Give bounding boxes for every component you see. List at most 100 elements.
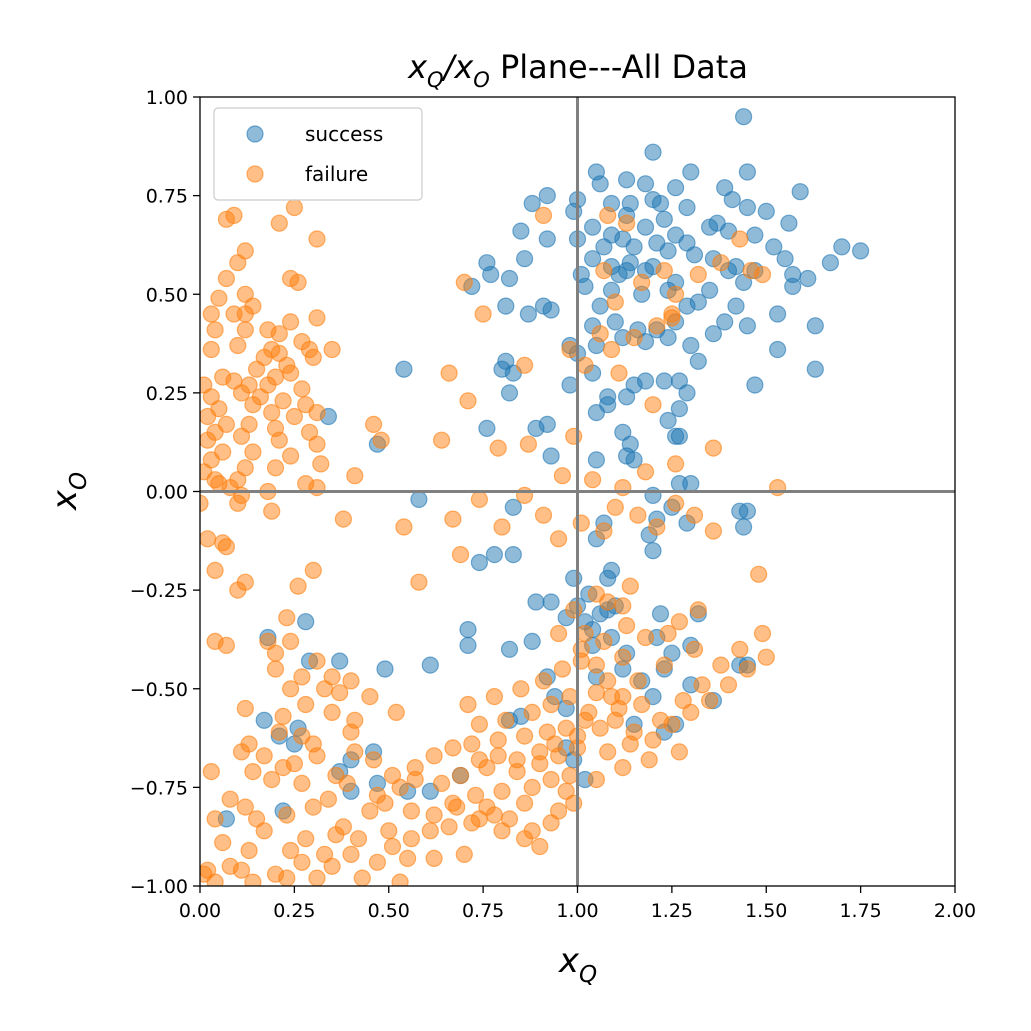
failure-point: [640, 751, 658, 769]
legend: success failure: [213, 107, 423, 201]
failure-point: [293, 668, 311, 686]
failure-point: [282, 313, 300, 331]
failure-point: [346, 467, 364, 485]
failure-point: [580, 703, 598, 722]
failure-point: [689, 601, 707, 619]
success-point: [659, 411, 677, 430]
success-point: [515, 250, 534, 268]
failure-point: [200, 530, 217, 548]
success-point: [576, 277, 594, 295]
failure-point: [621, 735, 639, 753]
success-point: [734, 518, 753, 536]
success-point: [734, 108, 753, 126]
failure-point: [459, 392, 477, 410]
failure-point: [236, 699, 254, 718]
failure-point: [485, 687, 503, 706]
failure-point: [308, 230, 326, 248]
success-point: [655, 372, 673, 390]
success-point: [738, 502, 757, 520]
failure-point: [297, 695, 315, 714]
success-point: [395, 360, 413, 378]
failure-point: [459, 695, 477, 714]
failure-point: [531, 743, 549, 761]
success-point: [255, 711, 273, 729]
legend-box: [213, 107, 423, 201]
failure-point: [232, 861, 251, 879]
y-tick-label: −0.50: [130, 679, 188, 701]
failure-point: [376, 794, 394, 812]
failure-point: [497, 711, 515, 729]
failure-point: [244, 396, 262, 414]
failure-point: [274, 392, 292, 410]
success-point: [617, 388, 636, 406]
failure-point: [515, 727, 534, 745]
failure-point: [229, 494, 247, 512]
success-point: [599, 569, 617, 587]
failure-point: [467, 786, 485, 804]
failure-point: [338, 774, 356, 793]
failure-point: [587, 656, 606, 674]
failure-point: [621, 577, 639, 595]
success-point: [651, 605, 670, 623]
failure-point: [448, 798, 466, 816]
failure-point: [549, 802, 568, 820]
success-point: [591, 175, 609, 193]
failure-point: [304, 348, 322, 366]
failure-point: [523, 703, 541, 722]
failure-point: [606, 293, 624, 311]
failure-point: [704, 439, 723, 457]
failure-point: [655, 656, 673, 674]
x-tick-label: 0.00: [179, 900, 221, 922]
failure-point: [270, 723, 288, 741]
failure-point: [270, 431, 288, 449]
failure-point: [282, 447, 300, 465]
failure-point: [712, 656, 730, 674]
failure-point: [402, 830, 420, 848]
failure-point: [470, 810, 488, 828]
success-point: [625, 238, 643, 256]
plot-area: [200, 108, 870, 886]
success-point: [376, 660, 394, 678]
failure-point: [753, 265, 772, 284]
success-point: [678, 297, 696, 315]
failure-point: [738, 660, 757, 678]
failure-point: [200, 494, 209, 512]
success-point: [738, 317, 757, 335]
failure-point: [349, 830, 368, 848]
success-point: [666, 179, 685, 197]
failure-point: [553, 467, 572, 485]
failure-point: [470, 751, 488, 769]
failure-point: [278, 806, 296, 824]
failure-point: [663, 309, 681, 327]
failure-point: [440, 818, 458, 836]
success-point: [485, 545, 503, 564]
failure-point: [685, 506, 704, 524]
failure-point: [659, 624, 677, 643]
failure-point: [512, 680, 530, 698]
failure-point: [308, 479, 326, 497]
failure-point: [474, 305, 492, 323]
success-point: [670, 427, 689, 445]
failure-point: [557, 782, 575, 800]
success-point: [538, 187, 556, 205]
y-axis: 1.00 0.75 0.50 0.25 0.00 −0.25 −0.50 −0.75 −1.00: [130, 87, 200, 898]
success-point: [716, 313, 734, 331]
success-point: [821, 254, 840, 272]
failure-point: [380, 822, 398, 840]
success-point: [606, 313, 624, 331]
points-layer: [200, 108, 870, 886]
failure-point: [599, 593, 617, 611]
failure-point: [304, 798, 322, 816]
failure-point: [372, 431, 390, 449]
x-tick-label: 0.25: [273, 900, 315, 922]
failure-point: [383, 837, 402, 856]
success-point: [587, 451, 606, 469]
failure-point: [308, 435, 326, 453]
failure-point: [549, 530, 568, 548]
success-point: [833, 238, 851, 256]
failure-point: [410, 573, 428, 591]
failure-point: [444, 510, 462, 528]
failure-point: [342, 723, 360, 741]
failure-point: [274, 758, 292, 777]
failure-point: [214, 833, 232, 852]
